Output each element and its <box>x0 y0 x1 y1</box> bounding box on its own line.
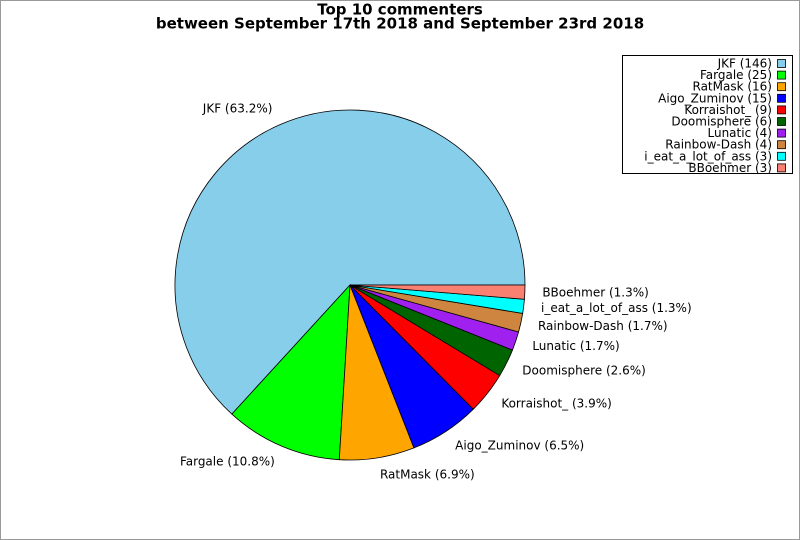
slice-label: i_eat_a_lot_of_ass (1.3%) <box>541 301 692 315</box>
legend-swatch <box>777 151 786 161</box>
chart-subtitle: between September 17th 2018 and Septembe… <box>156 15 644 33</box>
legend-swatch <box>777 117 786 126</box>
legend-label: Lunatic (4) <box>708 126 773 140</box>
legend-swatch <box>777 105 786 115</box>
legend-label: Rainbow-Dash (4) <box>665 138 772 152</box>
slice-label: Doomisphere (2.6%) <box>522 363 646 377</box>
legend-label: Fargale (25) <box>700 68 772 82</box>
slice-label: Lunatic (1.7%) <box>532 339 619 353</box>
legend-swatch <box>777 140 786 150</box>
legend-label: Aigo_Zuminov (15) <box>658 91 772 105</box>
legend-swatch <box>777 93 786 103</box>
legend-label: Korraishot_ (9) <box>684 103 772 117</box>
slice-label: JKF (63.2%) <box>202 101 273 115</box>
slice-label: RatMask (6.9%) <box>380 468 475 482</box>
pie-slice <box>349 284 526 300</box>
legend-swatch <box>777 128 786 138</box>
legend-swatch <box>777 59 786 68</box>
legend-label: i_eat_a_lot_of_ass (3) <box>644 149 772 163</box>
pie-slice <box>174 109 526 415</box>
slice-label: BBoehmer (1.3%) <box>542 285 648 299</box>
legend-swatch <box>777 163 786 173</box>
legend-label: JKF (146) <box>717 57 772 71</box>
legend-label: Doomisphere (6) <box>671 115 772 129</box>
slice-label: Korraishot_ (3.9%) <box>501 396 612 410</box>
legend-swatch <box>777 70 786 80</box>
slice-label: Aigo_Zuminov (6.5%) <box>455 439 584 453</box>
chart-title: Top 10 commenters <box>317 1 483 19</box>
pie-slice <box>231 283 351 461</box>
slice-label: Fargale (10.8%) <box>180 455 275 469</box>
legend-label: BBoehmer (3) <box>688 161 772 175</box>
slice-label: Rainbow-Dash (1.7%) <box>538 319 668 333</box>
legend-label: RatMask (16) <box>693 80 773 94</box>
legend-swatch <box>777 82 786 92</box>
legend-box <box>622 55 793 174</box>
